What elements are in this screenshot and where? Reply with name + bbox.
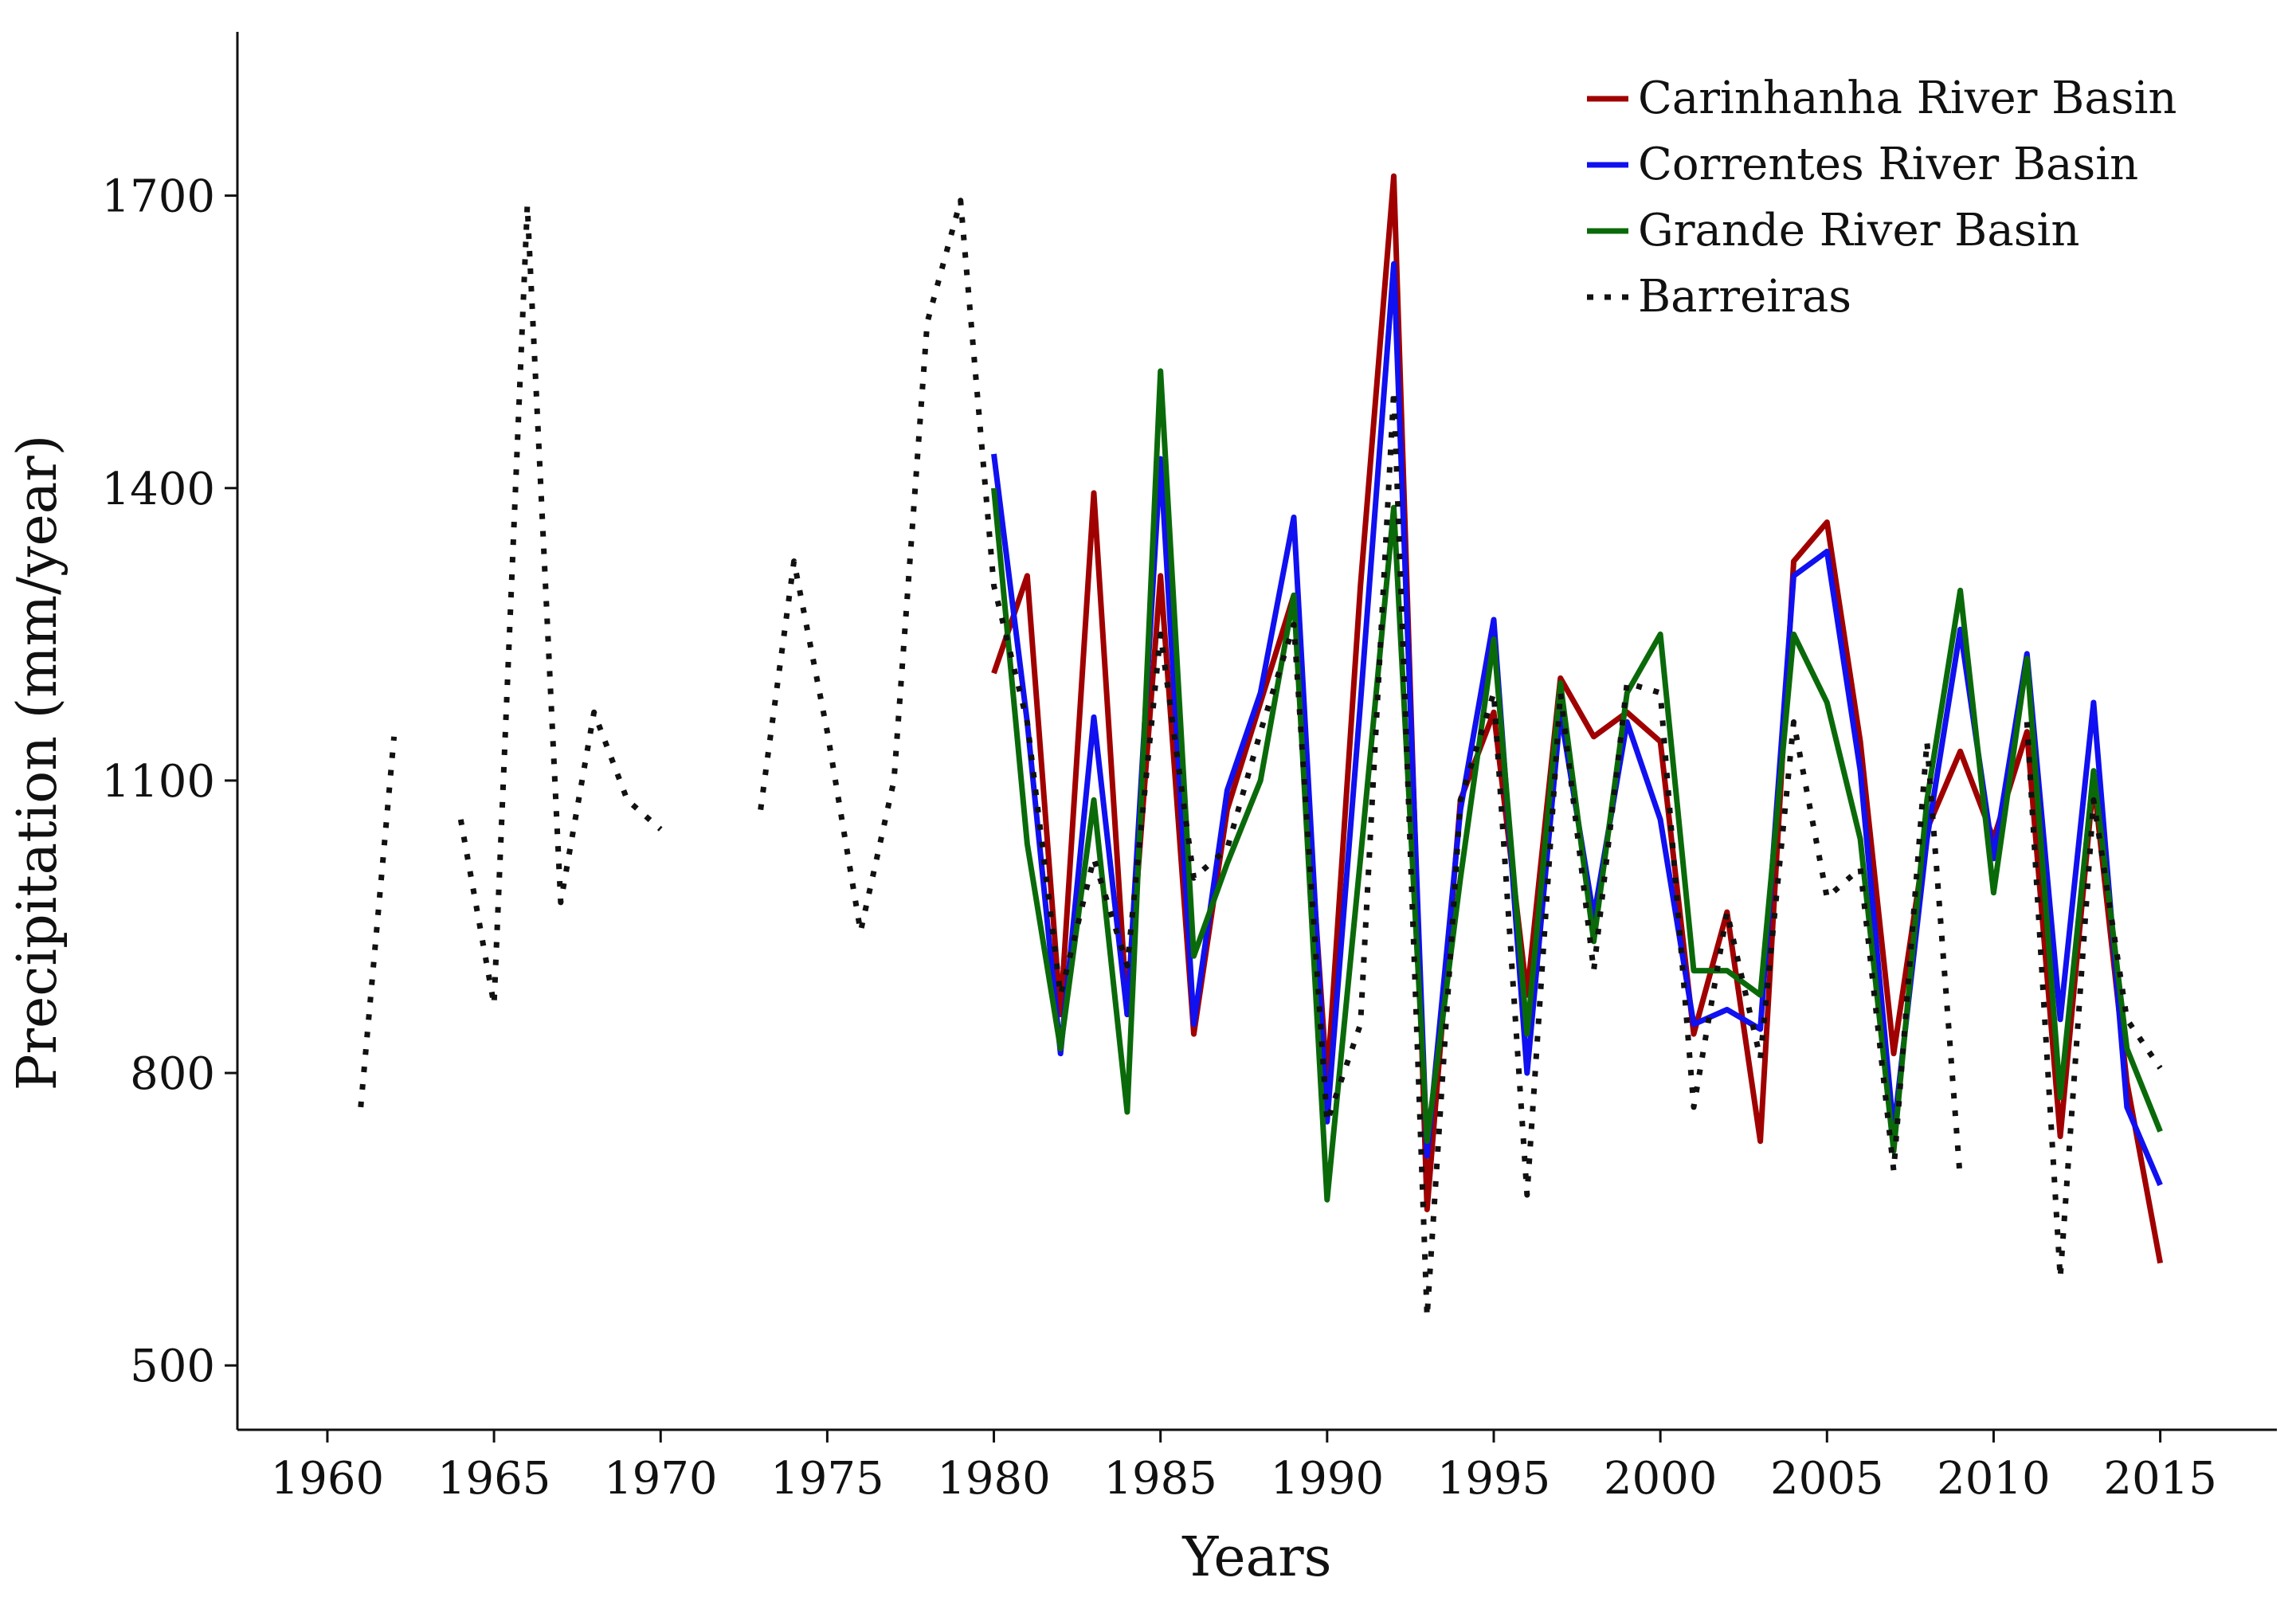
y-axis-title: Precipitation (mm/year): [6, 435, 69, 1091]
y-tick-label: 1400: [101, 464, 215, 515]
x-tick-label: 2005: [1770, 1453, 1884, 1505]
x-tick-label: 1975: [770, 1453, 884, 1505]
series-lines: [358, 173, 2164, 1320]
x-tick-label: 1980: [937, 1453, 1051, 1505]
x-tick-label: 2010: [1937, 1453, 2051, 1505]
axes: 1960 1965 1970 1975 1980 1985 1990 1995 2000 2005…: [101, 32, 2277, 1505]
grande-river-basin-line: [991, 368, 2163, 1203]
axis-labels: Years Precipitation (mm/year): [6, 435, 1332, 1589]
legend-label-grande-river-basin: Grande River Basin: [1638, 205, 2079, 256]
x-tick-label: 2015: [2103, 1453, 2217, 1505]
barreiras-line: [457, 202, 663, 1008]
barreiras-line: [2024, 722, 2163, 1281]
y-tick-label: 500: [130, 1341, 215, 1392]
legend: Carinhanha River Basin Correntes River Ba…: [1587, 72, 2176, 323]
x-tick-label: 1970: [604, 1453, 718, 1505]
y-tick-label: 1100: [101, 756, 215, 808]
barreiras-line: [758, 198, 1964, 1320]
y-tick-label: 1700: [101, 171, 215, 223]
x-tick-label: 1990: [1271, 1453, 1385, 1505]
x-axis-title: Years: [1181, 1526, 1331, 1589]
x-tick-label: 1960: [271, 1453, 385, 1505]
x-tick-label: 1985: [1103, 1453, 1217, 1505]
x-tick-label: 1995: [1437, 1453, 1551, 1505]
legend-label-correntes-river-basin: Correntes River Basin: [1638, 139, 2138, 190]
legend-label-carinhanha-river-basin: Carinhanha River Basin: [1638, 72, 2176, 124]
x-tick-label: 1965: [437, 1453, 551, 1505]
legend-label-barreiras: Barreiras: [1638, 271, 1851, 323]
x-tick-label: 2000: [1604, 1453, 1718, 1505]
y-tick-label: 800: [130, 1048, 215, 1100]
